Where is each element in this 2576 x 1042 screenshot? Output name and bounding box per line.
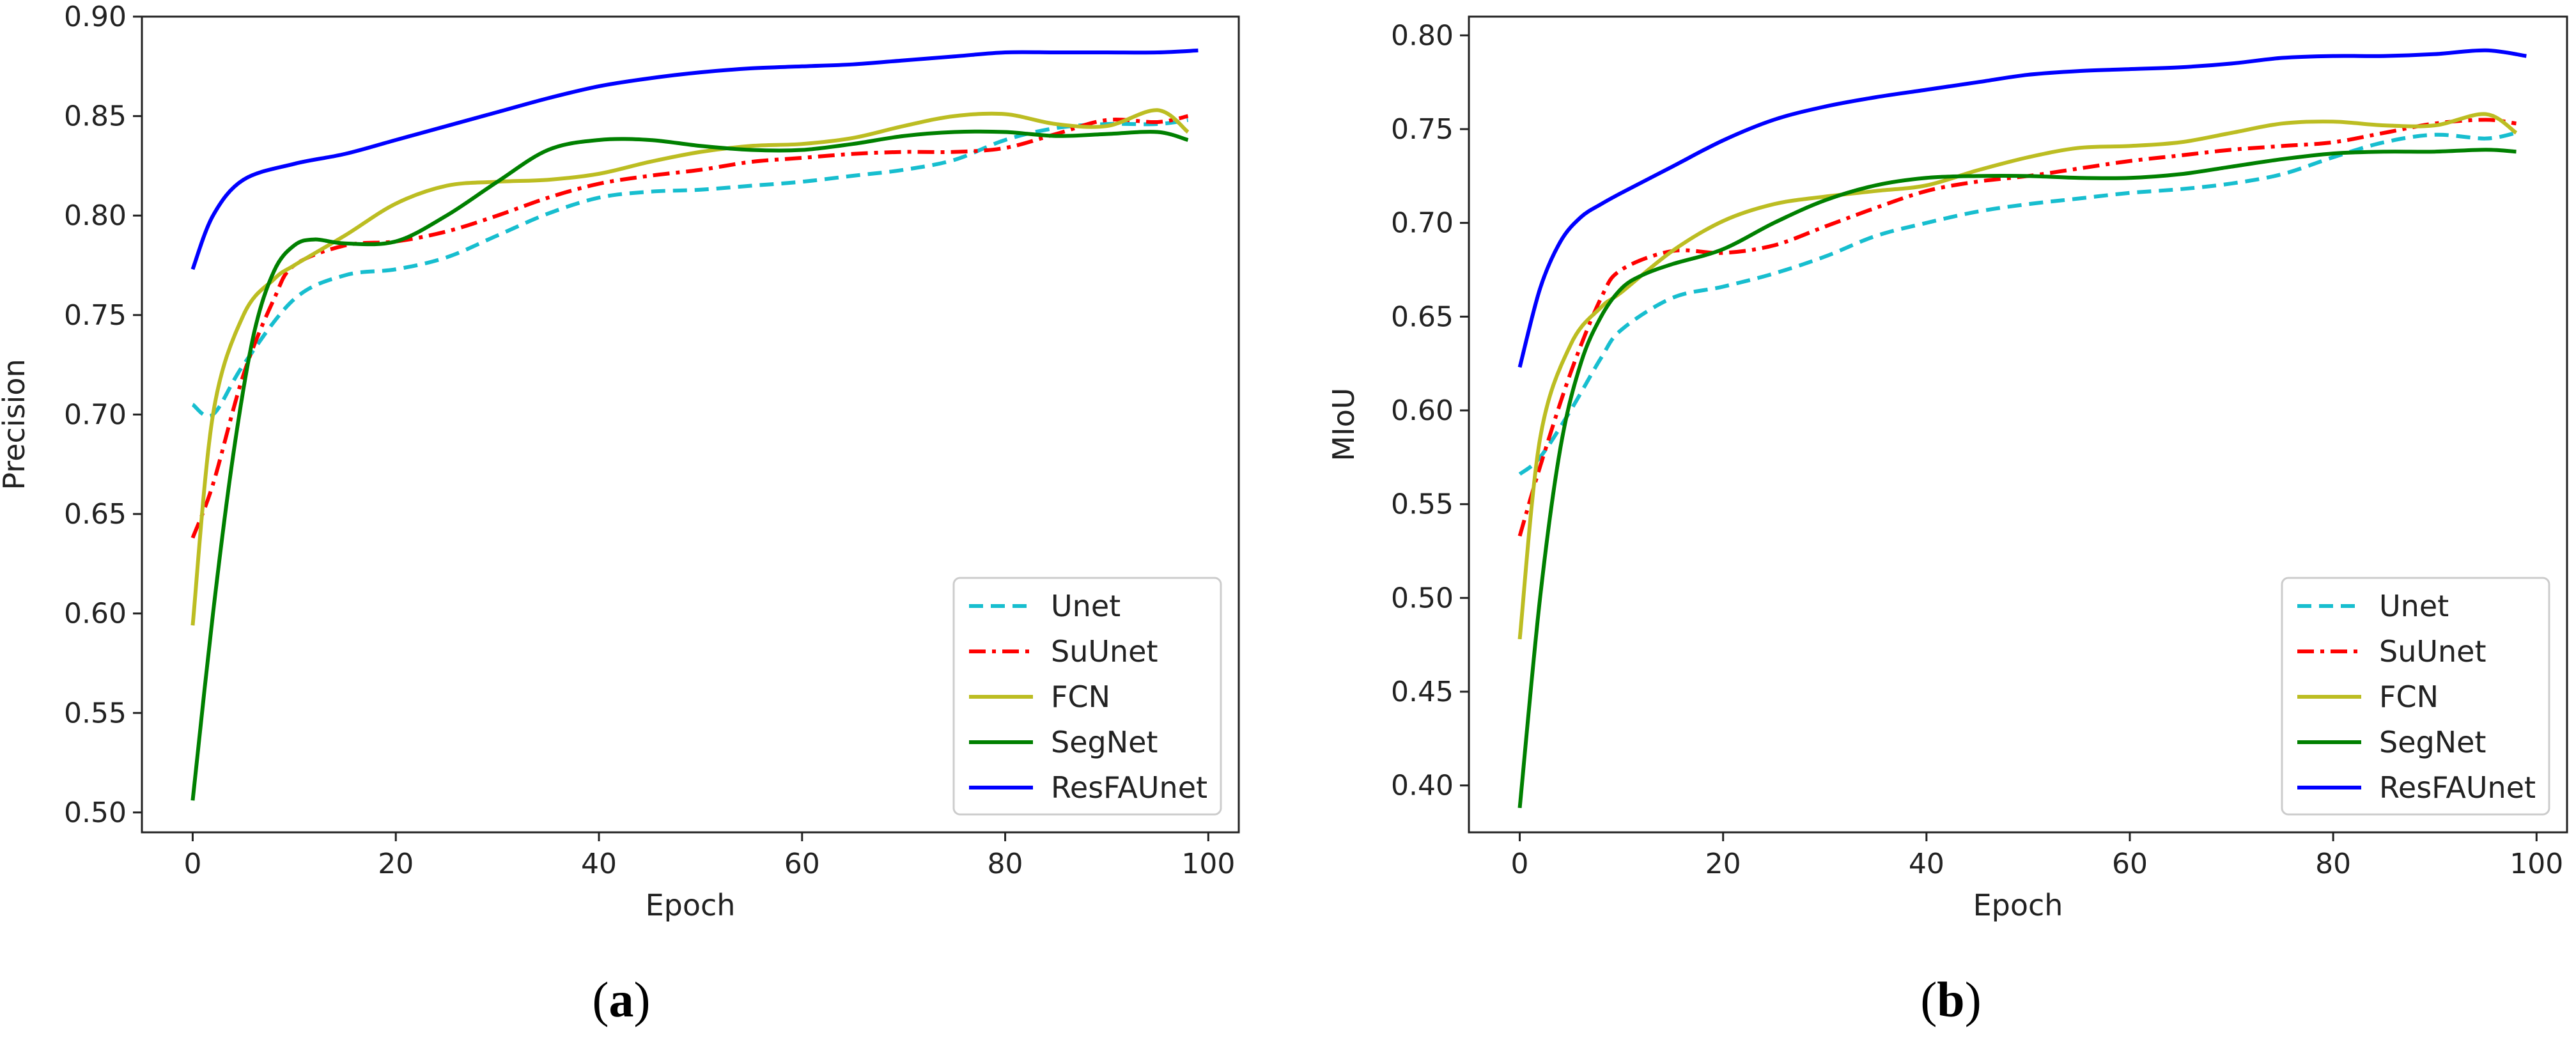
y-tick-label: 0.70 [64, 398, 127, 431]
legend-box [2281, 577, 2550, 816]
y-tick-label: 0.55 [64, 697, 127, 729]
legend-label: SegNet [1051, 725, 1158, 759]
series-line-segnet [190, 129, 1189, 801]
series-group [190, 48, 1199, 801]
x-tick-label: 80 [2315, 848, 2351, 880]
x-tick-label: 60 [2112, 848, 2148, 880]
caption-letter: a [609, 972, 634, 1027]
series-line-resfaunet [190, 48, 1199, 270]
caption-open: ( [593, 972, 609, 1027]
y-tick-label: 0.50 [1391, 582, 1454, 614]
series-line-segnet [1517, 148, 2517, 809]
x-axis-label: Epoch [1973, 888, 2063, 922]
caption-open: ( [1920, 972, 1937, 1027]
y-tick-label: 0.65 [64, 498, 127, 531]
caption-close: ) [1965, 972, 1982, 1027]
y-tick-label: 0.50 [64, 797, 127, 829]
x-tick-label: 40 [581, 848, 617, 880]
x-tick-label: 80 [988, 848, 1023, 880]
y-tick-label: 0.60 [64, 598, 127, 630]
legend-label: SegNet [2379, 725, 2486, 759]
legend-label: SuUnet [1051, 634, 1158, 669]
caption-letter: b [1937, 972, 1964, 1027]
panel-caption: (b) [1920, 972, 1981, 1027]
y-tick-label: 0.85 [64, 100, 127, 133]
plot-frame [141, 15, 1240, 834]
series-line-unet [1518, 130, 2517, 476]
legend-label: ResFAUnet [1051, 770, 1207, 805]
x-tick-label: 40 [1909, 848, 1944, 880]
x-tick-label: 20 [378, 848, 414, 880]
y-tick-label: 0.75 [64, 299, 127, 332]
x-tick-label: 0 [1511, 848, 1529, 880]
y-axis-label: MIoU [1326, 387, 1361, 461]
legend-label: ResFAUnet [2379, 770, 2536, 805]
series-line-unet [191, 118, 1188, 418]
x-tick-label: 0 [183, 848, 201, 880]
series-line-suunet [190, 114, 1189, 539]
series-line-fcn [190, 108, 1190, 626]
chart-panel-b: 0.40 0.45 0.50 0.55 0.60 0.65 0.70 0.75 0.80 0 20 4… [1326, 15, 2568, 1027]
y-tick-label: 0.65 [1391, 300, 1454, 333]
legend-label: FCN [2379, 680, 2439, 714]
x-tick-label: 100 [2510, 848, 2563, 880]
y-tick-label: 0.90 [64, 1, 127, 33]
series-line-fcn [1517, 112, 2518, 640]
caption-close: ) [634, 972, 651, 1027]
y-tick-label: 0.55 [1391, 488, 1454, 521]
y-tick-label: 0.45 [1391, 676, 1454, 708]
y-tick-label: 0.40 [1391, 770, 1454, 802]
y-axis-label: Precision [0, 359, 31, 490]
series-line-suunet [1517, 118, 2517, 537]
legend: Unet SuUnet FCN SegNet ResFAUnet [952, 577, 1222, 816]
y-tick-label: 0.60 [1391, 394, 1454, 427]
y-tick-label: 0.80 [1391, 19, 1454, 52]
y-tick-label: 0.70 [1391, 207, 1454, 240]
plot-frame [1468, 15, 2568, 834]
legend-label: FCN [1051, 680, 1110, 714]
legend: Unet SuUnet FCN SegNet ResFAUnet [2281, 577, 2550, 816]
x-tick-label: 20 [1705, 848, 1741, 880]
chart-panel-a: 0.50 0.55 0.60 0.65 0.70 0.75 0.80 0.85 0.90 0 20 4… [0, 1, 1240, 1027]
series-group [1517, 48, 2527, 809]
series-line-resfaunet [1517, 48, 2527, 368]
x-tick-label: 60 [784, 848, 820, 880]
x-tick-label: 100 [1181, 848, 1235, 880]
y-tick-label: 0.80 [64, 199, 127, 232]
legend-label: Unet [2379, 589, 2449, 623]
legend-box [952, 577, 1222, 816]
x-axis-label: Epoch [646, 888, 736, 922]
legend-label: SuUnet [2379, 634, 2487, 669]
y-tick-label: 0.75 [1391, 113, 1454, 146]
panel-caption: (a) [593, 972, 651, 1027]
legend-label: Unet [1051, 589, 1121, 623]
